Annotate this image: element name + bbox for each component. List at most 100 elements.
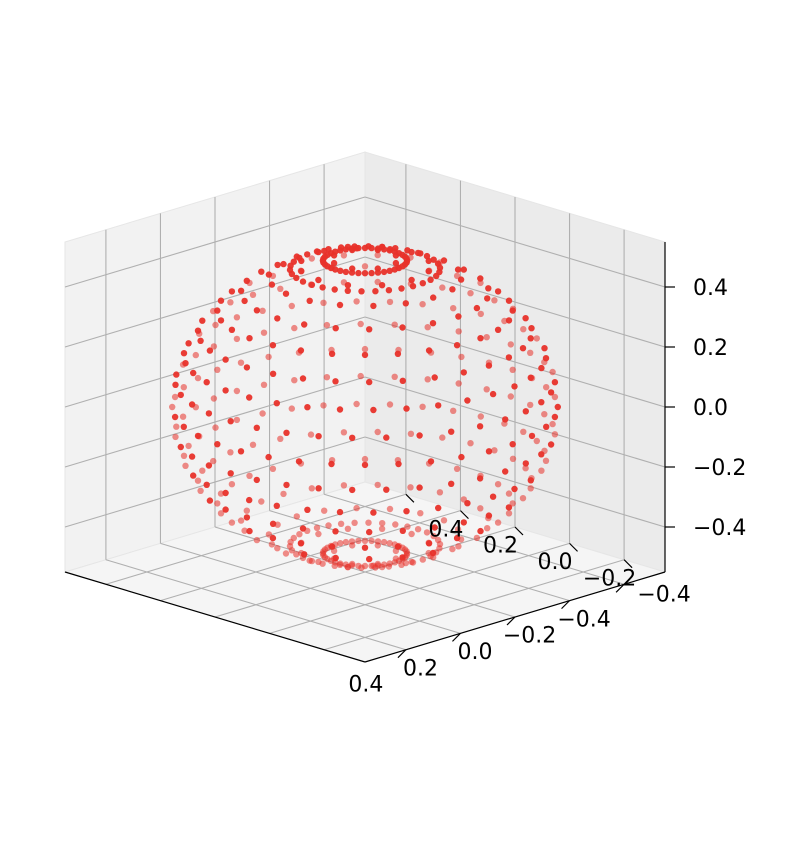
scatter-point-44 xyxy=(337,520,345,527)
scatter-point-270 xyxy=(336,561,344,568)
scatter-point-310 xyxy=(527,477,534,484)
scatter-point-121 xyxy=(454,526,462,533)
scatter-point-413 xyxy=(330,252,338,259)
scatter-point-509 xyxy=(253,424,260,431)
scatter-point-433 xyxy=(214,441,221,448)
scatter-point-90 xyxy=(296,531,303,538)
scatter-point-27 xyxy=(291,377,298,384)
scatter-point-540 xyxy=(416,432,423,439)
scatter-point-344 xyxy=(414,249,422,257)
scatter-point-262 xyxy=(551,431,559,438)
scatter-point-208 xyxy=(467,290,474,297)
x-tick-label-3: 0.2 xyxy=(403,656,438,681)
x-tick-mark-4 xyxy=(397,649,407,659)
scatter-point-218 xyxy=(241,527,248,534)
scatter-point-242 xyxy=(344,563,351,571)
x-tick-mark-1 xyxy=(561,600,570,610)
scatter-point-525 xyxy=(395,460,402,468)
scatter-point-165 xyxy=(237,517,245,524)
scatter-point-266 xyxy=(228,519,236,526)
scatter-point-43 xyxy=(417,510,424,517)
scatter-point-89 xyxy=(349,542,356,549)
grid-line-z-xwall-4 xyxy=(364,196,666,288)
scatter-point-488 xyxy=(355,269,362,277)
scatter-point-112 xyxy=(210,395,218,402)
scatter-point-459 xyxy=(511,383,518,390)
scatter-point-539 xyxy=(370,302,377,310)
scatter-point-286 xyxy=(429,549,437,557)
scatter-point-354 xyxy=(315,248,322,256)
scatter-point-537 xyxy=(269,370,277,377)
scatter-point-512 xyxy=(378,282,386,289)
scatter-point-289 xyxy=(246,527,253,535)
scatter-point-227 xyxy=(319,560,326,567)
scatter-point-276 xyxy=(519,495,527,502)
z-tick-label-2: 0.0 xyxy=(693,396,728,421)
scatter-point-485 xyxy=(374,269,382,276)
scatter-point-42 xyxy=(249,441,257,448)
scatter-point-20 xyxy=(323,374,331,381)
scatter-point-358 xyxy=(460,519,467,526)
scatter-point-41 xyxy=(379,520,386,527)
grid-line-x-floor-3 xyxy=(160,542,461,634)
scatter-point-57 xyxy=(313,524,321,531)
scatter-point-26 xyxy=(386,505,394,513)
scatter-point-63 xyxy=(458,353,465,361)
scatter-point-11 xyxy=(340,482,348,489)
scatter-point-457 xyxy=(494,326,502,333)
scatter-point-194 xyxy=(509,500,516,507)
scatter-point-236 xyxy=(491,297,498,304)
scatter-point-560 xyxy=(361,351,369,359)
scatter-point-365 xyxy=(214,307,221,314)
scatter-point-407 xyxy=(366,528,373,536)
scatter-point-364 xyxy=(355,244,362,252)
axes-panes xyxy=(63,151,667,663)
scatter-point-70 xyxy=(408,530,415,538)
scatter-point-359 xyxy=(222,489,229,497)
scatter-point-543 xyxy=(383,434,390,441)
scatter-points xyxy=(169,243,561,571)
y-tick-mark-0 xyxy=(623,559,633,569)
scatter-point-106 xyxy=(353,298,360,305)
scatter-point-211 xyxy=(543,384,550,391)
scatter-point-50 xyxy=(344,525,352,532)
scatter-point-233 xyxy=(217,510,225,517)
scatter-point-524 xyxy=(328,460,335,468)
scatter-point-536 xyxy=(273,400,280,407)
scatter-point-105 xyxy=(477,505,484,512)
y-tick-mark-2 xyxy=(514,526,524,536)
scatter-point-363 xyxy=(368,244,375,252)
y-tick-mark-3 xyxy=(460,510,469,520)
scatter-point-544 xyxy=(349,434,356,441)
scatter-point-71 xyxy=(361,537,369,544)
scatter-point-455 xyxy=(370,509,377,516)
z-tick-label-4: 0.4 xyxy=(693,276,728,301)
scatter-point-6 xyxy=(407,430,415,437)
scatter-point-348 xyxy=(394,543,402,550)
scatter-point-210 xyxy=(180,384,187,391)
scatter-point-327 xyxy=(477,275,484,282)
scatter-point-377 xyxy=(386,247,393,254)
scatter-point-398 xyxy=(425,257,432,265)
x-tick-mark-2 xyxy=(506,616,516,626)
scatter-point-553 xyxy=(403,405,410,412)
scatter-point-336 xyxy=(297,540,305,547)
scatter-point-511 xyxy=(344,282,352,289)
scatter-point-533 xyxy=(460,369,467,376)
scatter-point-74 xyxy=(368,537,375,545)
scatter-point-487 xyxy=(419,280,426,287)
scatter-point-441 xyxy=(288,270,296,278)
grid-line-z-ywall-2 xyxy=(64,316,366,408)
scatter-point-490 xyxy=(282,290,290,297)
scatter-point-397 xyxy=(265,271,273,278)
scatter-point-149 xyxy=(259,307,266,314)
scatter-point-351 xyxy=(543,423,550,430)
scatter-point-28 xyxy=(269,465,277,472)
grid-line-x-floor-4 xyxy=(105,559,407,651)
scatter-point-62 xyxy=(265,353,272,361)
scatter-point-101 xyxy=(507,393,514,400)
scatter-point-271 xyxy=(455,543,462,550)
scatter-point-299 xyxy=(460,266,467,273)
scatter-point-542 xyxy=(435,402,442,409)
scatter-point-552 xyxy=(366,326,373,333)
